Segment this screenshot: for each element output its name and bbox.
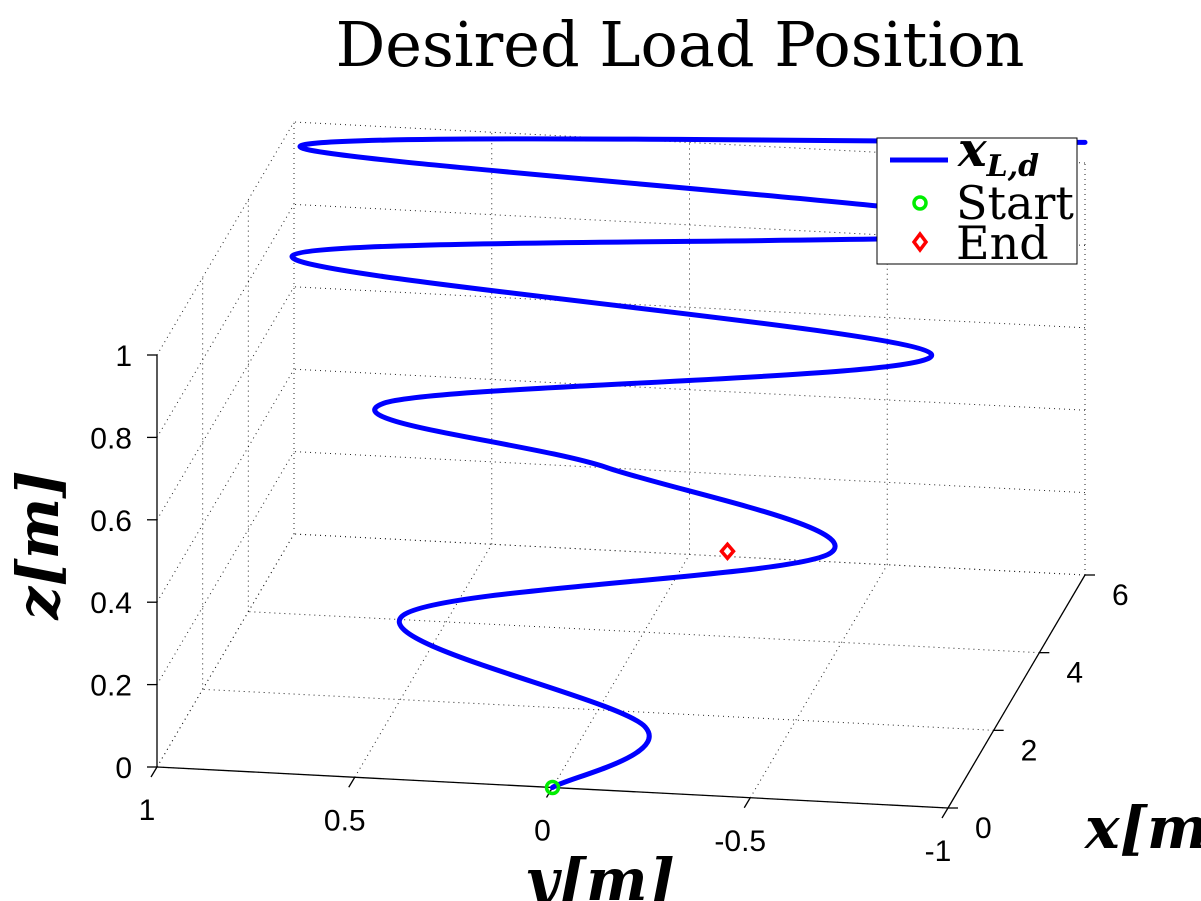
back-wall-grid-z — [293, 368, 1086, 411]
chart-title: Desired Load Position — [336, 8, 1025, 81]
legend-end-marker — [911, 231, 929, 253]
y-tick-mark — [743, 797, 751, 809]
legend: xL,d Start End — [876, 122, 1078, 270]
legend-start-marker — [912, 195, 928, 211]
side-wall-grid-z — [156, 368, 295, 603]
floor-grid-y — [156, 533, 295, 768]
x-axis-line — [947, 574, 1086, 809]
y-tick-label: 0 — [534, 815, 551, 848]
z-tick-label: 0 — [115, 752, 132, 785]
back-wall-grid-z — [293, 451, 1086, 494]
back-wall-grid-z — [293, 203, 1086, 246]
z-tick-label: 0.6 — [90, 505, 132, 538]
floor-grid-x — [293, 533, 1086, 576]
side-wall-grid-z — [156, 286, 295, 521]
z-tick-label: 0.4 — [90, 587, 132, 620]
y-tick-label: -1 — [925, 835, 952, 868]
axes-layer — [147, 354, 1095, 819]
legend-start-label: Start — [956, 176, 1074, 230]
floor-grid-x — [202, 688, 994, 731]
y-tick-mark — [150, 766, 158, 778]
y-axis-label: y[m] — [523, 846, 675, 901]
y-tick-mark — [348, 776, 356, 788]
series-layer — [289, 136, 1088, 796]
legend-series-label: xL,d — [957, 122, 1039, 184]
x-tick-label: 0 — [975, 812, 992, 845]
side-wall-grid-z — [156, 451, 295, 685]
x-tick-label: 4 — [1066, 657, 1083, 690]
y-tick-label: -0.5 — [714, 825, 766, 858]
side-wall-grid-z — [156, 204, 295, 438]
x-axis-label: x[m] — [1083, 794, 1201, 862]
floor-grid-y — [749, 564, 888, 799]
grid-layer — [156, 121, 1086, 809]
floor-grid-y — [354, 543, 493, 778]
x-tick-label: 2 — [1021, 734, 1038, 767]
y-tick-mark — [941, 807, 949, 819]
y-tick-label: 0.5 — [324, 804, 366, 837]
start-marker — [544, 779, 561, 796]
end-marker — [719, 541, 736, 561]
z-tick-label: 0.2 — [90, 670, 132, 703]
y-tick-label: 1 — [139, 794, 156, 827]
legend-end-label: End — [956, 216, 1049, 270]
x-tick-label: 6 — [1112, 579, 1129, 612]
side-wall-grid-z — [156, 121, 295, 356]
z-axis-label: z[m] — [4, 470, 72, 620]
floor-grid-y — [552, 554, 690, 788]
z-tick-label: 1 — [115, 340, 132, 373]
tick-labels: 0 0.2 0.4 0.6 0.8 1 1 0.5 0 -0.5 -1 0 2 4 6 — [90, 340, 1128, 868]
floor-grid-x — [248, 611, 1040, 654]
series-line — [289, 136, 1088, 790]
back-wall-grid-z — [293, 121, 1086, 164]
z-tick-label: 0.8 — [90, 422, 132, 455]
back-wall-grid-z — [293, 286, 1086, 329]
